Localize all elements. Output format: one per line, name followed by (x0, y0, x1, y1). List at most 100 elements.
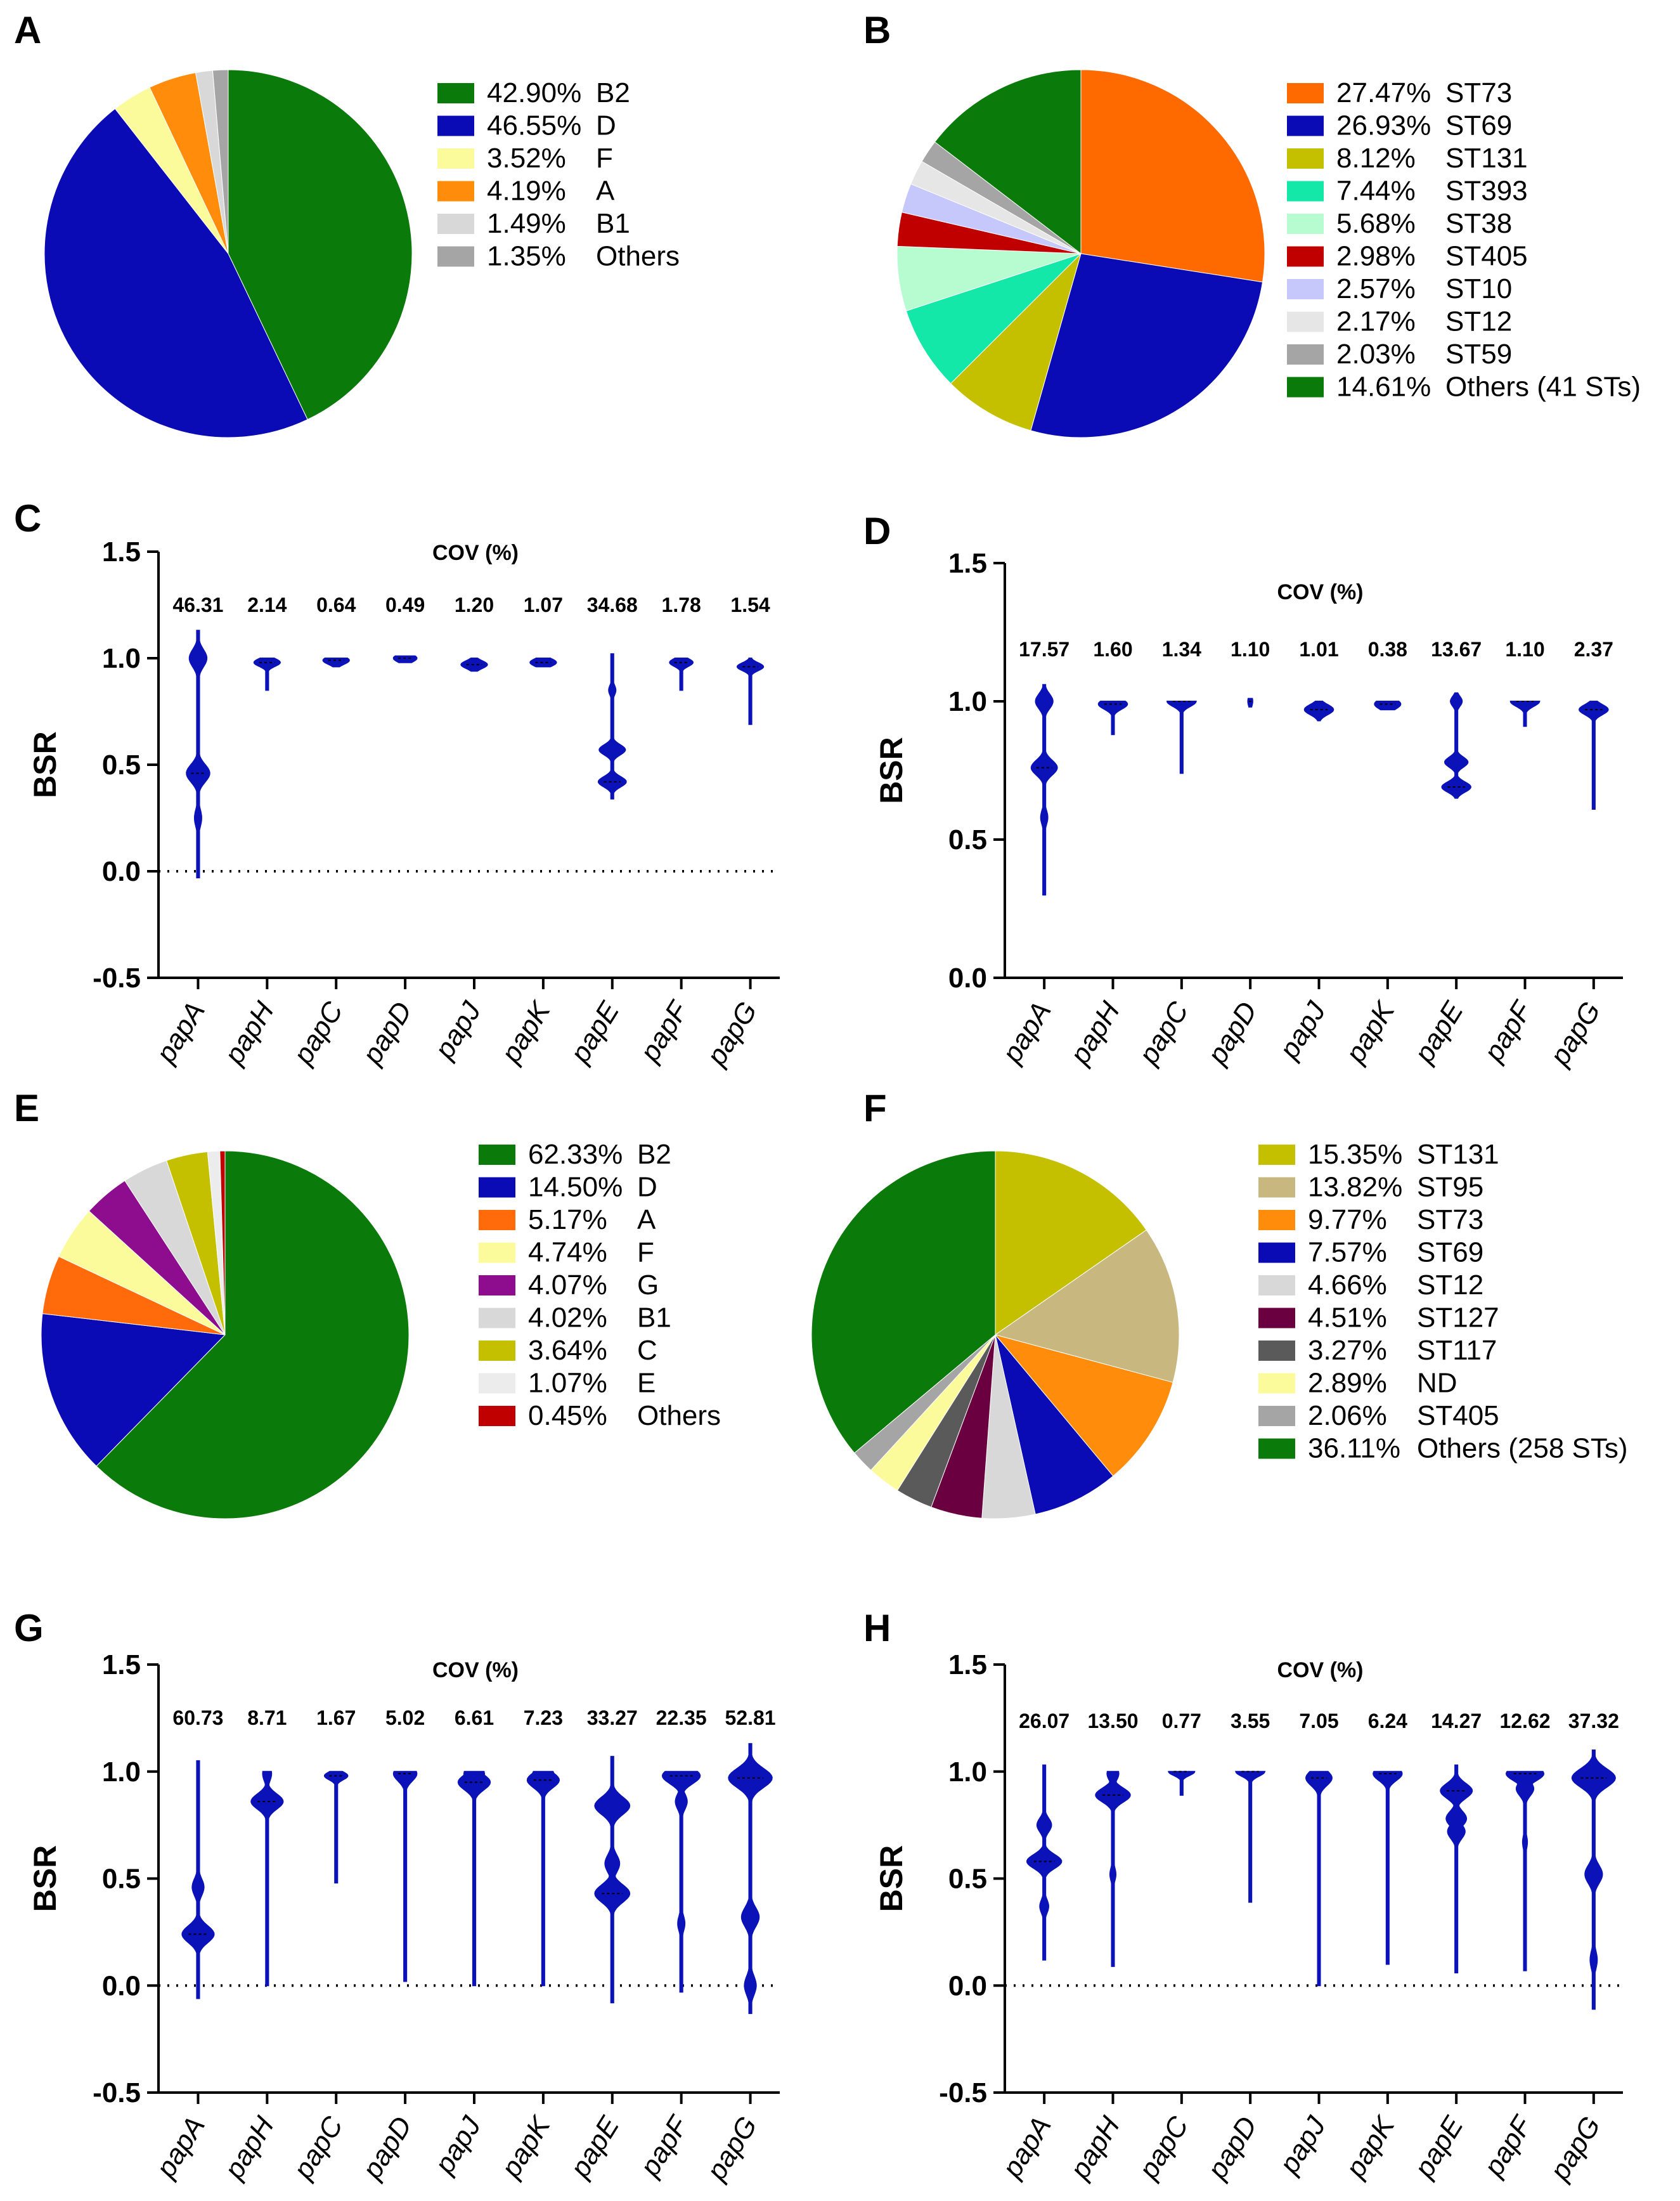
legend-percent: 13.82% (1308, 1172, 1402, 1203)
legend-percent: 3.52% (487, 143, 566, 174)
y-tick-label: -0.5 (939, 2077, 987, 2108)
x-tick-label: papH (217, 2111, 280, 2185)
x-tick-label: papH (1064, 996, 1126, 1070)
legend-swatch (479, 1177, 515, 1198)
legend-swatch (1258, 1145, 1295, 1165)
panel-label-g: G (14, 1607, 44, 1649)
cov-value: 17.57 (1019, 638, 1069, 661)
legend-label: B1 (637, 1302, 671, 1334)
pie-slice-st69 (1030, 253, 1263, 438)
legend-label: B1 (596, 208, 630, 239)
legend-label: ST69 (1445, 110, 1512, 141)
violin-papC (1168, 1770, 1196, 1796)
panel-label-d: D (863, 510, 891, 552)
violin-chart-h: 1.5 1.0 0.5 0.0 -0.5 BSR COV (%) 26.07 papA 13.50… (874, 1649, 1623, 2186)
panel-label-a: A (14, 9, 41, 51)
legend-swatch (437, 181, 474, 202)
pie-slice-others (212, 69, 229, 254)
legend-percent: 4.66% (1308, 1269, 1387, 1301)
legend-label: ST95 (1417, 1172, 1483, 1203)
legend-percent: 2.06% (1308, 1400, 1387, 1431)
pie-slice-b2 (96, 1150, 410, 1519)
legend-swatch (479, 1275, 515, 1295)
legend-swatch (479, 1341, 515, 1361)
legend-label: C (637, 1335, 657, 1366)
legend-swatch (479, 1373, 515, 1394)
x-tick-label: papF (1477, 2110, 1539, 2183)
pie-slice-st393 (905, 253, 1082, 384)
legend-swatch (479, 1308, 515, 1328)
legend-swatch (1258, 1373, 1295, 1394)
legend-percent: 4.51% (1308, 1302, 1387, 1334)
legend-swatch (1287, 311, 1324, 332)
violin-papC (323, 1770, 349, 1884)
legend-label: ST38 (1445, 208, 1512, 239)
violin-papF (1509, 701, 1541, 727)
panel-label-h: H (863, 1607, 891, 1649)
legend-percent: 4.02% (528, 1302, 607, 1334)
y-tick-label: 0.5 (102, 750, 141, 781)
legend-label: ST393 (1445, 176, 1528, 207)
legend-e: 62.33% B2 14.50% D 5.17% A 4.74% F 4.07% G 4.02% B1… (479, 1139, 721, 1431)
x-tick-label: papK (494, 996, 557, 1069)
legend-percent: 2.98% (1336, 241, 1416, 272)
legend-percent: 4.74% (528, 1237, 607, 1268)
legend-swatch (1258, 1406, 1295, 1426)
violin-chart-g: 1.5 1.0 0.5 0.0 -0.5 BSR COV (%) 60.73 papA 8.71 p… (27, 1649, 780, 2186)
x-tick-label: papF (633, 996, 695, 1068)
legend-swatch (437, 246, 474, 267)
violin-papJ (460, 658, 488, 672)
violin-chart-d: 1.5 1.0 0.5 0.0 BSR COV (%) 17.57 papA 1.60 papH 1… (874, 548, 1623, 1072)
pie-chart-e (41, 1150, 410, 1519)
legend-percent: 3.27% (1308, 1335, 1387, 1366)
violin-papE (1440, 1764, 1473, 1973)
violin-papE (594, 1756, 631, 2004)
violin-papH (253, 658, 281, 691)
legend-percent: 4.07% (528, 1269, 607, 1301)
violin-papH (1097, 701, 1128, 736)
violin-papC (1166, 701, 1197, 774)
x-tick-label: papE (564, 2111, 625, 2184)
x-tick-label: papJ (428, 996, 488, 1065)
legend-label: E (637, 1368, 656, 1399)
x-tick-label: papD (1201, 996, 1263, 1070)
legend-percent: 15.35% (1308, 1139, 1402, 1170)
legend-label: ST69 (1417, 1237, 1483, 1268)
cov-value: 1.34 (1162, 638, 1201, 661)
legend-label: Others (596, 241, 680, 272)
legend-label: D (596, 110, 616, 141)
x-tick-label: papD (356, 996, 418, 1070)
cov-value: 1.54 (730, 594, 770, 616)
violin-papA (1030, 684, 1058, 896)
pie-slice-st73 (994, 1334, 1173, 1477)
cov-title: COV (%) (1277, 580, 1364, 604)
y-tick-label: 1.0 (102, 1756, 141, 1788)
pie-slice-others (219, 1150, 226, 1335)
y-tick-label: 0.0 (102, 856, 141, 887)
cov-value: 8.71 (247, 1706, 287, 1729)
y-axis-title: BSR (27, 1845, 63, 1912)
x-tick-label: papD (356, 2111, 418, 2185)
legend-label: ST405 (1417, 1400, 1499, 1431)
legend-swatch (1287, 148, 1324, 169)
legend-swatch (1258, 1242, 1295, 1263)
cov-value: 6.61 (455, 1706, 494, 1729)
violin-papK (526, 1770, 560, 1987)
pie-slice-b2 (228, 69, 413, 420)
x-tick-label: papJ (1273, 2110, 1333, 2179)
pie-slice-d (41, 1313, 226, 1467)
panel-label-e: E (14, 1087, 39, 1129)
x-tick-label: papK (1339, 2110, 1401, 2184)
legend-percent: 26.93% (1336, 110, 1431, 141)
y-tick-label: 0.0 (948, 1970, 987, 2001)
legend-percent: 8.12% (1336, 143, 1416, 174)
cov-title: COV (%) (432, 1658, 519, 1682)
legend-swatch (1258, 1210, 1295, 1230)
x-tick-label: papH (1064, 2111, 1126, 2185)
legend-label: G (637, 1269, 659, 1301)
legend-label: ST12 (1417, 1269, 1483, 1301)
legend-swatch (1258, 1275, 1295, 1295)
cov-value: 1.07 (524, 594, 563, 616)
legend-label: ST12 (1445, 306, 1512, 337)
legend-percent: 5.68% (1336, 208, 1416, 239)
